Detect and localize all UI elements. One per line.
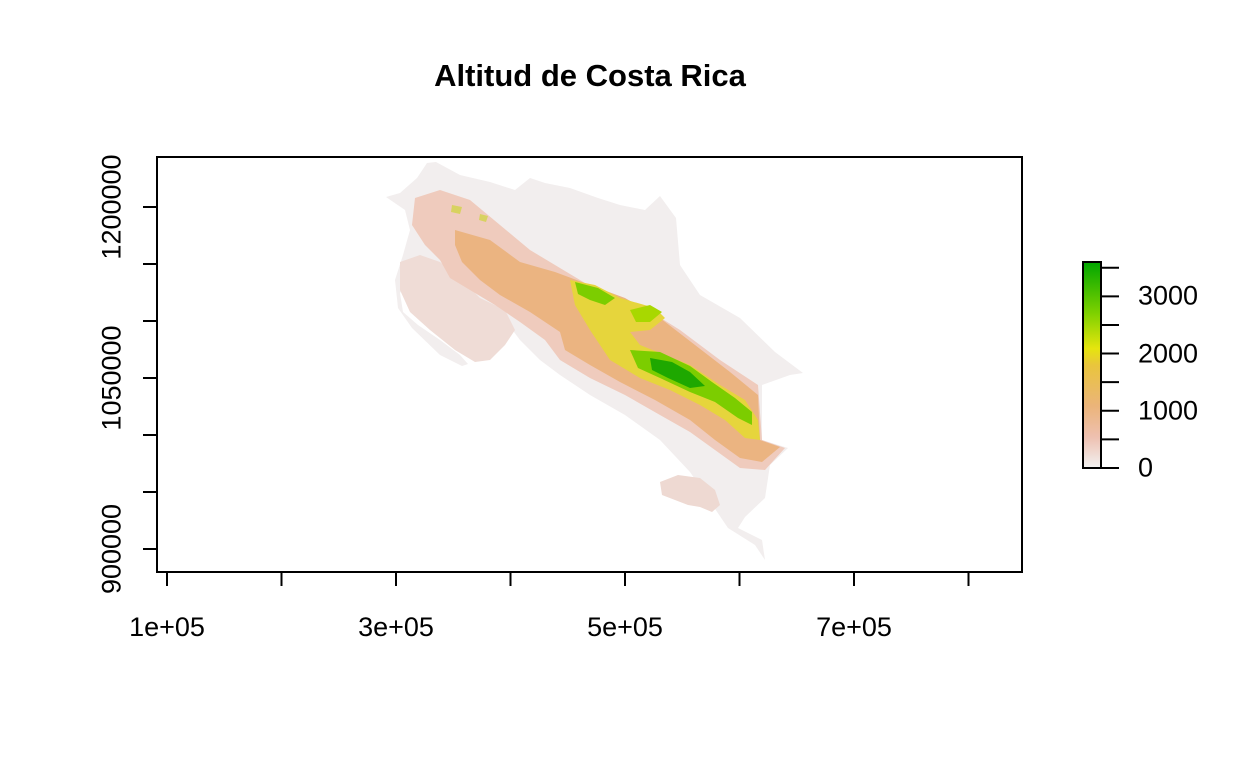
legend-colorbar: [1082, 261, 1102, 469]
x-tick-label: 1e+05: [129, 612, 205, 642]
legend-label: 1000: [1138, 395, 1199, 426]
peak-zone-north: [575, 282, 615, 305]
peak-zone-summit: [650, 358, 705, 388]
map-title: Altitud de Costa Rica: [434, 58, 746, 93]
volcano-nw-1: [451, 205, 462, 214]
legend-label: 2000: [1138, 338, 1199, 369]
legend-label: 3000: [1138, 280, 1199, 311]
elevation-raster: [386, 162, 803, 560]
y-tick-label: 1200000: [96, 154, 127, 260]
x-tick-label: 5e+05: [587, 612, 663, 642]
osa-peninsula: [660, 475, 720, 512]
y-tick-label: 900000: [96, 503, 127, 595]
legend-ticks: [1101, 266, 1119, 469]
peak-zone-volcano: [630, 305, 662, 322]
nicoya-peninsula: [400, 255, 515, 362]
x-tick-label: 7e+05: [816, 612, 892, 642]
legend-label: 0: [1138, 452, 1154, 483]
y-tick-label: 1050000: [96, 325, 127, 431]
axes: [143, 206, 970, 586]
volcano-nw-2: [479, 214, 488, 222]
x-tick-label: 3e+05: [358, 612, 434, 642]
